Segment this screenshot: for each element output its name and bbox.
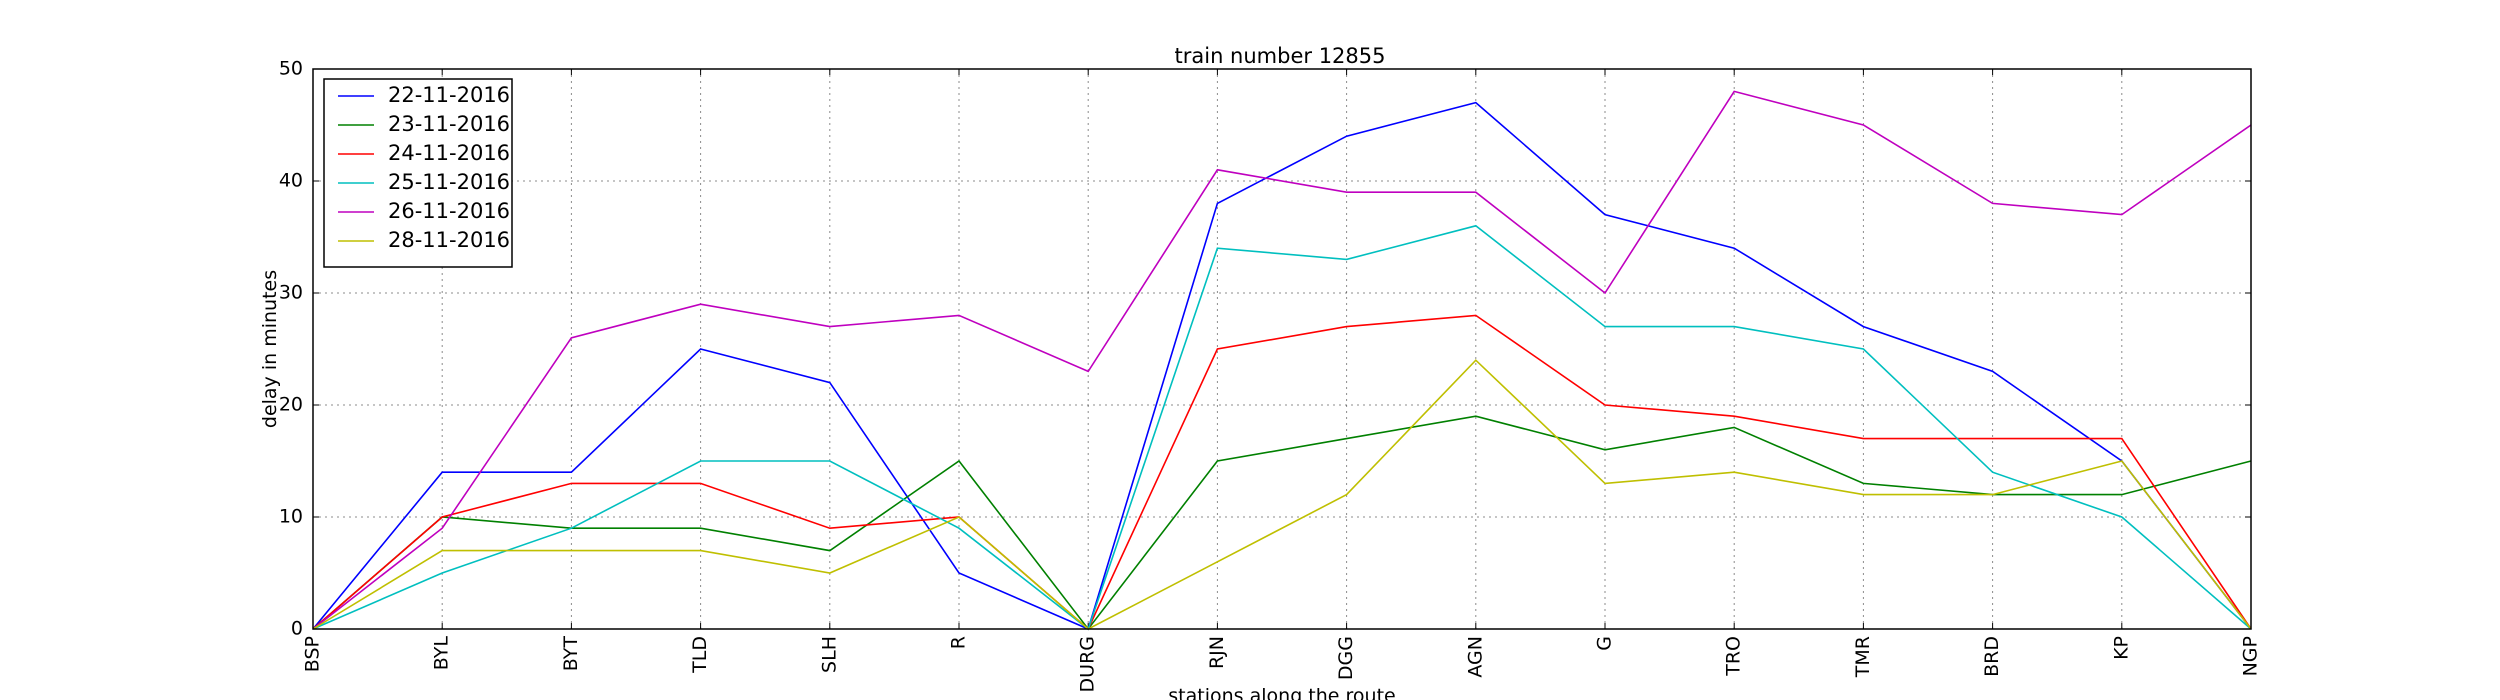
y-tick-label: 0 bbox=[291, 618, 303, 640]
x-tick-label: DURG bbox=[1077, 636, 1099, 692]
x-tick-label: RJN bbox=[1206, 636, 1228, 669]
legend-label: 22-11-2016 bbox=[388, 83, 510, 107]
y-tick-label: 30 bbox=[279, 282, 303, 304]
x-tick-label: TLD bbox=[689, 636, 711, 674]
y-tick-label: 50 bbox=[279, 58, 303, 80]
series-line-3 bbox=[312, 224, 2252, 631]
x-tick-label: BSP bbox=[302, 636, 324, 672]
plot-frame bbox=[312, 68, 2252, 630]
x-axis-title: stations along the route bbox=[1168, 685, 1395, 700]
x-tick-label: BRD bbox=[1981, 636, 2003, 677]
x-tick-label: R bbox=[948, 636, 970, 649]
series-line-2 bbox=[312, 314, 2252, 631]
x-tick-label: BYT bbox=[560, 636, 582, 672]
legend-label: 24-11-2016 bbox=[388, 141, 510, 165]
x-tick-labels: BSP BYL BYT TLD SLH R DURG RJN DGG AGN G TRO TMR BRD K… bbox=[302, 636, 2262, 693]
legend-label: 28-11-2016 bbox=[388, 228, 510, 252]
series-line-5 bbox=[312, 359, 2252, 630]
x-tick-label: NGP bbox=[2240, 636, 2262, 676]
x-tick-label: TMR bbox=[1852, 636, 1874, 678]
y-tick-label: 40 bbox=[279, 170, 303, 192]
grid-layer bbox=[312, 68, 2252, 630]
legend: 22-11-2016 23-11-2016 24-11-2016 25-11-2016… bbox=[323, 78, 513, 268]
y-tick-label: 10 bbox=[279, 506, 303, 528]
series-line-1 bbox=[312, 415, 2252, 631]
x-tick-label: TRO bbox=[1723, 636, 1745, 677]
chart-title: train number 12855 bbox=[1175, 44, 1386, 68]
legend-label: 26-11-2016 bbox=[388, 199, 510, 223]
legend-box bbox=[323, 78, 513, 268]
legend-label: 23-11-2016 bbox=[388, 112, 510, 136]
y-axis-title: delay in minutes bbox=[259, 270, 281, 428]
series-layer bbox=[312, 90, 2252, 631]
x-tick-label: AGN bbox=[1464, 636, 1486, 678]
x-tick-label: SLH bbox=[818, 636, 840, 673]
legend-label: 25-11-2016 bbox=[388, 170, 510, 194]
x-tick-label: KP bbox=[2110, 636, 2132, 660]
x-tick-label: BYL bbox=[431, 636, 453, 671]
x-tick-label: G bbox=[1594, 636, 1616, 651]
x-tick-label: DGG bbox=[1335, 636, 1357, 680]
series-line-4 bbox=[312, 90, 2252, 630]
y-tick-label: 20 bbox=[279, 394, 303, 416]
series-line-0 bbox=[312, 101, 2252, 631]
y-tick-labels: 0 10 20 30 40 50 bbox=[279, 58, 303, 640]
